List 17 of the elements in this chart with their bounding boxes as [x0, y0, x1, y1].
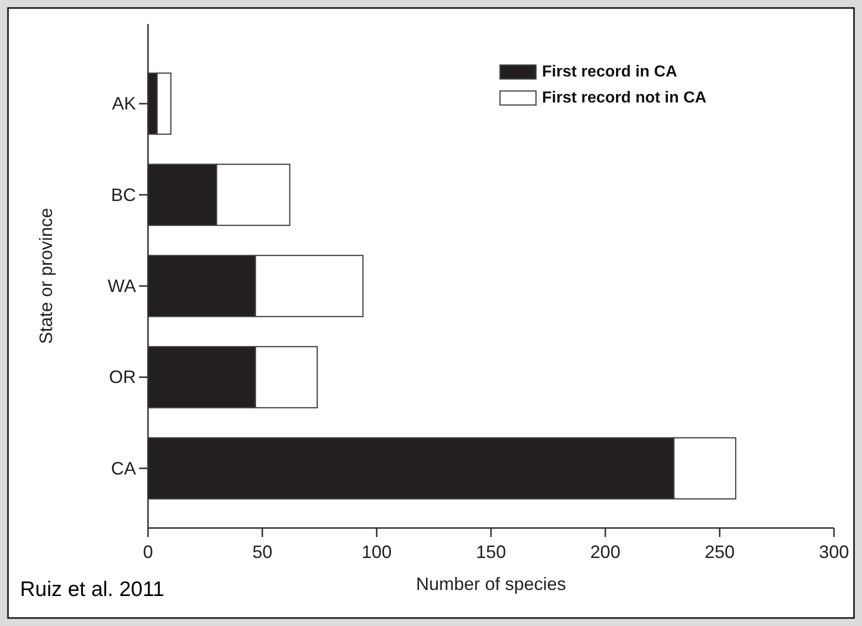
legend-label: First record in CA — [542, 64, 678, 80]
x-axis-title: Number of species — [416, 574, 566, 594]
x-tick-label: 100 — [362, 542, 392, 562]
y-tick-label: OR — [109, 367, 136, 388]
x-tick-label: 50 — [252, 542, 272, 562]
x-tick-label: 0 — [142, 542, 154, 562]
y-tick-label: BC — [110, 184, 136, 205]
y-axis-title: State or province — [36, 208, 56, 344]
y-tick-label: WA — [108, 276, 136, 296]
x-tick-label: 250 — [704, 542, 735, 562]
legend-label: First record not in CA — [542, 90, 707, 106]
y-tick-label: AK — [112, 94, 136, 114]
text: Ruiz et al. 2011 — [20, 578, 164, 601]
x-tick-label: 200 — [590, 542, 620, 562]
x-tick-label: 300 — [818, 542, 850, 562]
x-tick-label: 150 — [476, 542, 506, 562]
y-tick-label: CA — [110, 458, 136, 478]
